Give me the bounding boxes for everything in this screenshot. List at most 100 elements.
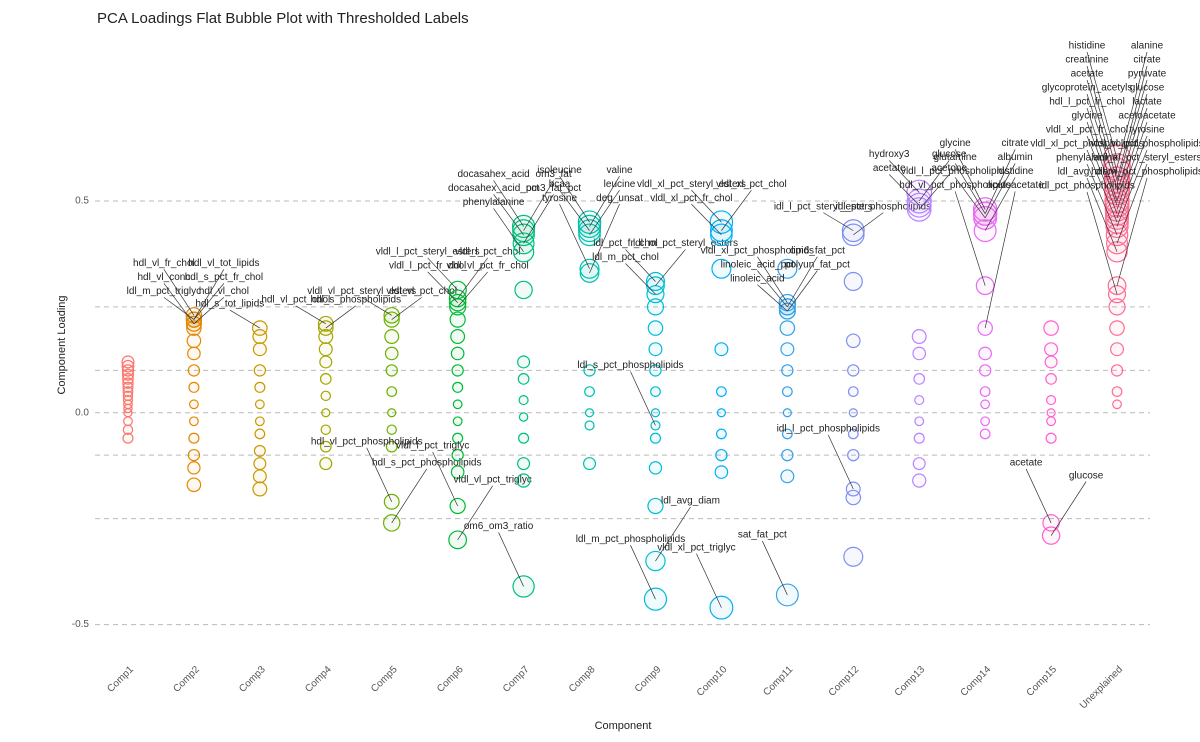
point-label: om6_fat_pct	[790, 245, 845, 256]
leader-line	[391, 297, 422, 320]
point-label: vldl_l_pct_steryl_esters	[376, 247, 480, 258]
leader-line	[954, 149, 986, 210]
bubble	[319, 373, 332, 385]
x-tick-label: Comp14	[959, 664, 994, 699]
leader-line	[163, 283, 195, 325]
leader-line	[1086, 65, 1118, 172]
bubble	[781, 448, 794, 462]
point-label: valine	[606, 165, 633, 176]
bubble	[121, 359, 135, 373]
point-label: glycoprotein_acetyls	[1042, 83, 1133, 94]
bubble	[121, 368, 135, 381]
bubble	[451, 364, 464, 377]
point-label: hdl_vl_tot_lipids	[188, 258, 259, 269]
bubble	[1109, 320, 1125, 336]
leader-line	[888, 160, 920, 193]
point-label: vldl_l_pct_fr_chol	[389, 261, 466, 272]
leader-line	[853, 212, 884, 236]
leader-line	[432, 451, 458, 507]
bubble	[452, 432, 464, 444]
bubble	[123, 408, 133, 418]
bubble	[187, 448, 201, 462]
bubble	[643, 587, 668, 611]
bubble	[450, 329, 466, 345]
bubble	[1110, 364, 1124, 377]
leader-line	[163, 297, 195, 320]
bubble	[1044, 342, 1059, 357]
bubble	[187, 461, 201, 475]
point-label: citrate	[1002, 138, 1030, 149]
leader-line	[193, 283, 225, 320]
leader-line	[523, 194, 554, 244]
y-tick-label: 0.0	[75, 407, 89, 418]
leader-line	[589, 204, 620, 274]
bubble	[321, 408, 331, 418]
point-label: hdl_s_phospholipids	[310, 294, 401, 305]
x-tick-label: Comp1	[105, 664, 136, 695]
bubble	[319, 457, 333, 471]
bubble	[781, 364, 794, 377]
leader-line	[696, 553, 722, 608]
bubble	[1045, 432, 1057, 444]
point-label: vldl_vl_pct_phospholipids	[1090, 139, 1200, 150]
point-label: vldl_xl_pct_fr_chol	[650, 193, 732, 204]
point-label: vldl_xl_pct_steryl_esters	[637, 179, 746, 190]
leader-line	[1050, 481, 1087, 536]
y-tick-label: 0.5	[75, 196, 89, 207]
point-label: vldl_xl_pct_phospholipids	[1030, 139, 1143, 150]
point-label: hdl_s_tot_lipids	[195, 299, 264, 310]
bubble	[911, 329, 927, 345]
leader-line	[954, 177, 986, 219]
leader-line	[589, 189, 620, 236]
bubble	[188, 416, 199, 427]
point-label: hdl_s_pct_fr_chol	[185, 272, 263, 283]
bubble	[584, 386, 595, 397]
point-label: phenylalanine	[1056, 153, 1118, 164]
leader-line	[1086, 79, 1118, 180]
bubble	[123, 416, 133, 427]
point-label: glucose	[1130, 83, 1165, 94]
point-label: hdl_vl_pct_phospholipids	[1091, 167, 1200, 178]
leader-line	[1116, 135, 1148, 219]
bubble	[845, 489, 862, 506]
x-tick-label: Comp8	[567, 664, 598, 695]
leader-line	[984, 149, 1016, 214]
point-label: creatinine	[1065, 55, 1109, 66]
leader-line	[1086, 51, 1118, 159]
leader-line	[630, 545, 656, 600]
leader-line	[523, 180, 554, 231]
point-label: ldl_avg_diam	[1058, 167, 1117, 178]
leader-line	[193, 297, 225, 325]
bubble	[1111, 386, 1123, 397]
bubble	[382, 514, 401, 532]
leader-line	[1116, 177, 1148, 286]
leader-line	[984, 191, 1016, 329]
x-tick-label: Comp10	[695, 664, 730, 699]
bubble	[781, 428, 793, 440]
point-label: hdl_vl_chol	[199, 286, 249, 297]
leader-line	[493, 208, 524, 253]
leader-line	[1116, 107, 1148, 202]
bubble	[913, 432, 925, 444]
bubble	[912, 473, 927, 488]
leader-line	[427, 271, 458, 303]
bubble	[122, 373, 134, 385]
leader-line	[427, 257, 458, 291]
bubble	[912, 457, 926, 471]
bubble	[122, 377, 134, 389]
point-label: glucose	[1069, 470, 1104, 481]
x-tick-label: Comp2	[171, 664, 202, 695]
bubble	[319, 440, 332, 453]
bubble	[843, 546, 864, 567]
bubble	[715, 448, 728, 462]
bubble	[518, 412, 529, 422]
leader-line	[1086, 191, 1118, 295]
leader-line	[493, 180, 524, 227]
bubble	[517, 457, 531, 471]
bubble	[518, 432, 530, 444]
leader-line	[625, 249, 656, 282]
leader-line	[457, 257, 488, 299]
bubble	[845, 333, 861, 349]
point-label: glycine	[940, 138, 972, 149]
